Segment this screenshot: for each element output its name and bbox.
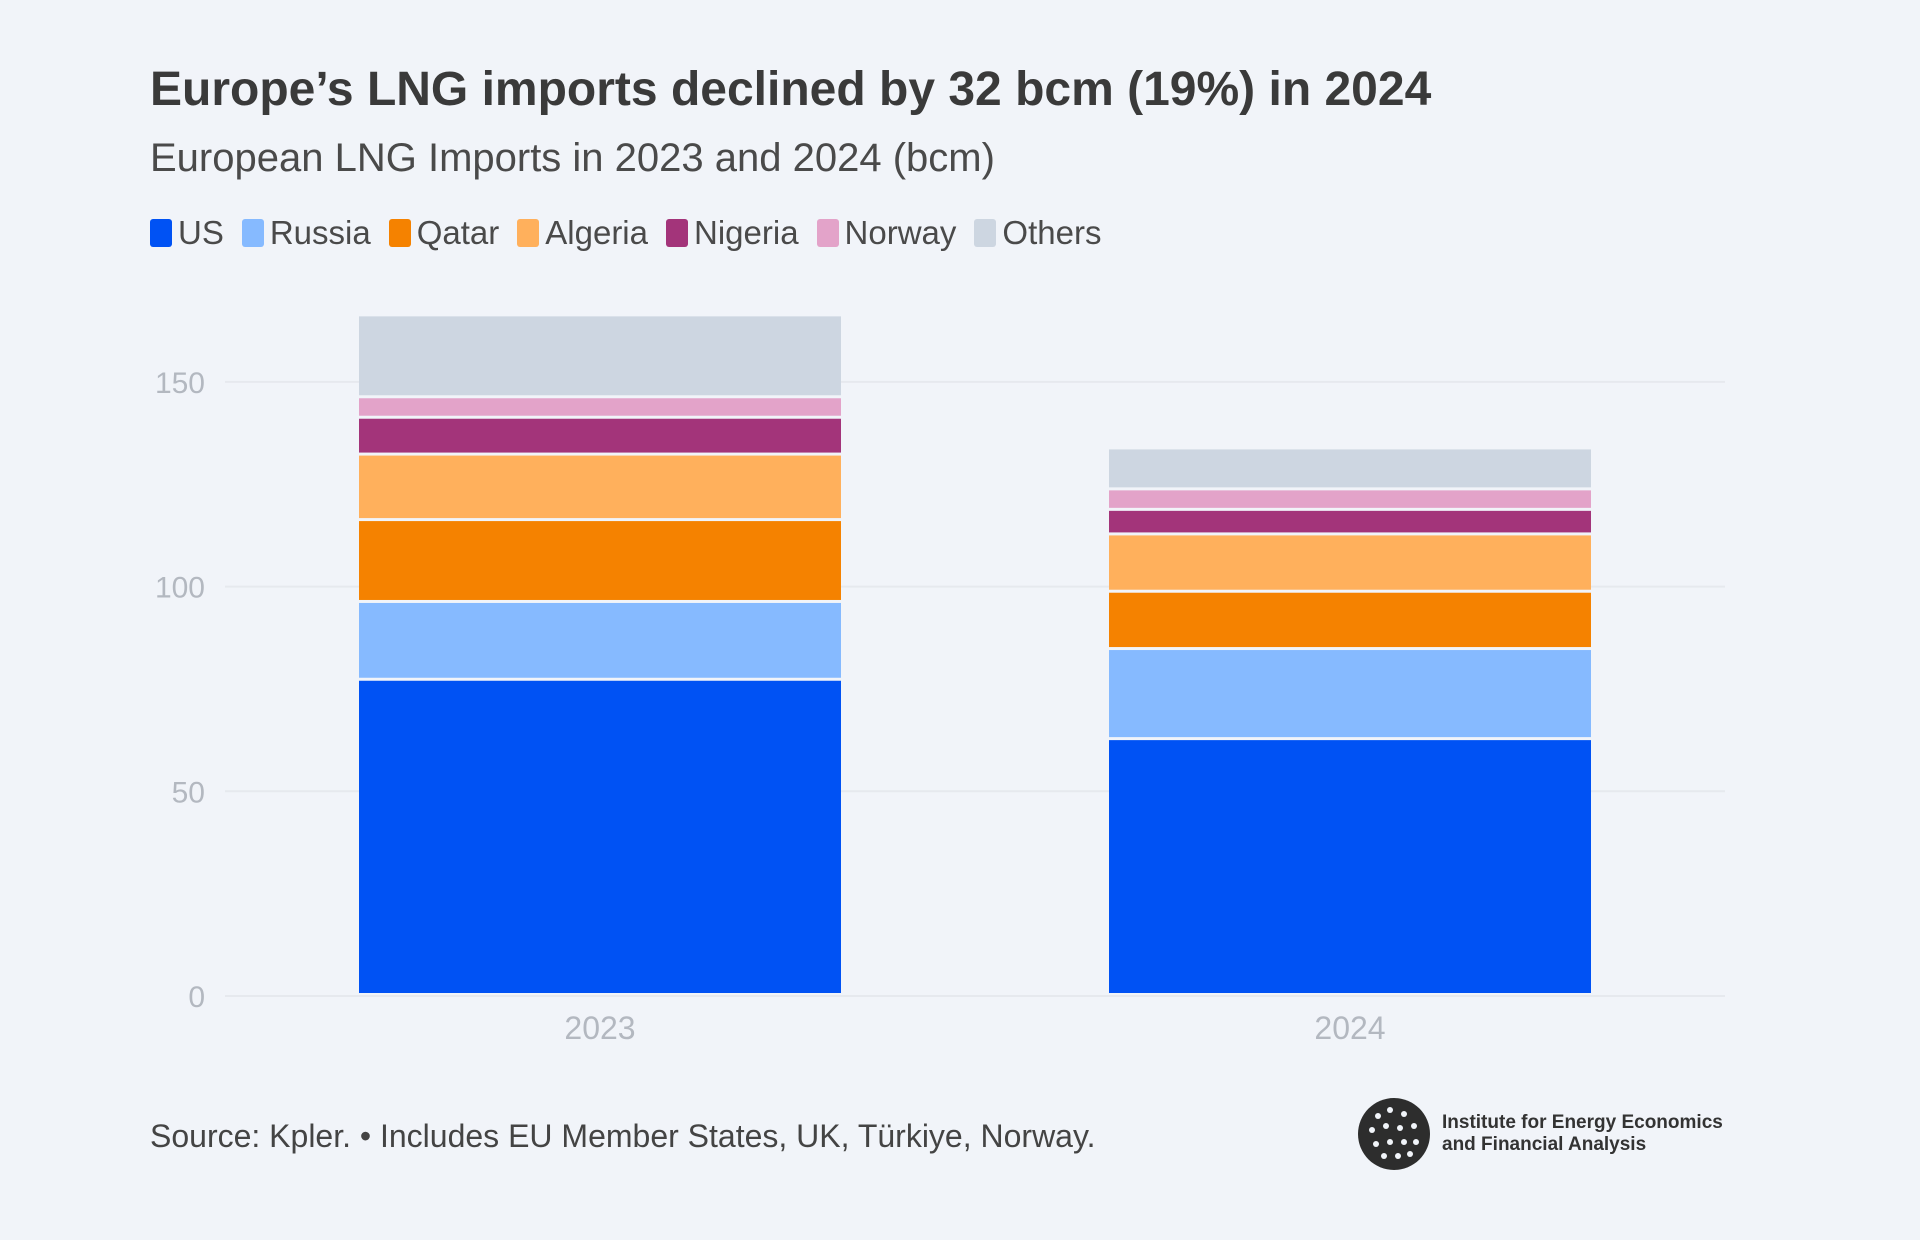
legend-label: Nigeria bbox=[694, 214, 799, 251]
legend-label: Others bbox=[1002, 214, 1102, 251]
legend-swatch bbox=[974, 219, 997, 247]
legend-item-norway: Norway bbox=[816, 214, 957, 252]
bar-2024-algeria bbox=[1109, 535, 1591, 590]
legend: US Russia Qatar Algeria Nigeria Norway Others bbox=[150, 214, 1101, 252]
bar-2023-norway bbox=[359, 398, 841, 416]
bar-2023-nigeria bbox=[359, 418, 841, 453]
legend-item-nigeria: Nigeria bbox=[666, 214, 799, 252]
y-tick-label: 150 bbox=[155, 367, 205, 400]
bar-2024-us bbox=[1109, 740, 1591, 993]
bar-2023-us bbox=[359, 680, 841, 993]
bar-2023-others bbox=[359, 316, 841, 396]
globe-logo-icon bbox=[1358, 1098, 1430, 1170]
bar-2024-nigeria bbox=[1109, 510, 1591, 533]
legend-label: Algeria bbox=[545, 214, 648, 251]
bar-2023-algeria bbox=[359, 455, 841, 519]
legend-item-us: US bbox=[150, 214, 224, 252]
legend-swatch bbox=[517, 219, 540, 247]
x-tick-label: 2024 bbox=[1314, 1010, 1385, 1046]
logo-line-1: Institute for Energy Economics bbox=[1442, 1112, 1723, 1133]
chart-subtitle: European LNG Imports in 2023 and 2024 (b… bbox=[150, 136, 995, 180]
legend-swatch bbox=[241, 219, 264, 247]
source-note: Source: Kpler. • Includes EU Member Stat… bbox=[150, 1118, 1096, 1154]
logo-line-2: and Financial Analysis bbox=[1442, 1134, 1647, 1155]
bar-2024-norway bbox=[1109, 490, 1591, 508]
legend-swatch bbox=[150, 219, 172, 247]
x-tick-label: 2023 bbox=[564, 1010, 635, 1046]
legend-item-algeria: Algeria bbox=[517, 214, 648, 252]
bar-2024-qatar bbox=[1109, 592, 1591, 648]
legend-swatch bbox=[388, 219, 411, 247]
bar-2024-russia bbox=[1109, 650, 1591, 738]
legend-swatch bbox=[666, 219, 688, 247]
bar-2023-russia bbox=[359, 602, 841, 678]
legend-label: US bbox=[178, 214, 224, 251]
y-tick-label: 50 bbox=[172, 776, 205, 809]
legend-swatch bbox=[816, 219, 839, 247]
bar-2023-qatar bbox=[359, 521, 841, 600]
legend-item-others: Others bbox=[974, 214, 1101, 252]
y-tick-label: 100 bbox=[155, 572, 205, 605]
legend-label: Norway bbox=[844, 214, 957, 251]
legend-label: Qatar bbox=[416, 214, 500, 251]
legend-item-qatar: Qatar bbox=[388, 214, 500, 252]
chart-title: Europe’s LNG imports declined by 32 bcm … bbox=[150, 63, 1432, 116]
bar-2024-others bbox=[1109, 449, 1591, 488]
legend-label: Russia bbox=[269, 214, 371, 251]
legend-item-russia: Russia bbox=[241, 214, 371, 252]
iefa-logo: Institute for Energy Economics and Finan… bbox=[1356, 1096, 1723, 1172]
y-tick-label: 0 bbox=[188, 981, 205, 1014]
